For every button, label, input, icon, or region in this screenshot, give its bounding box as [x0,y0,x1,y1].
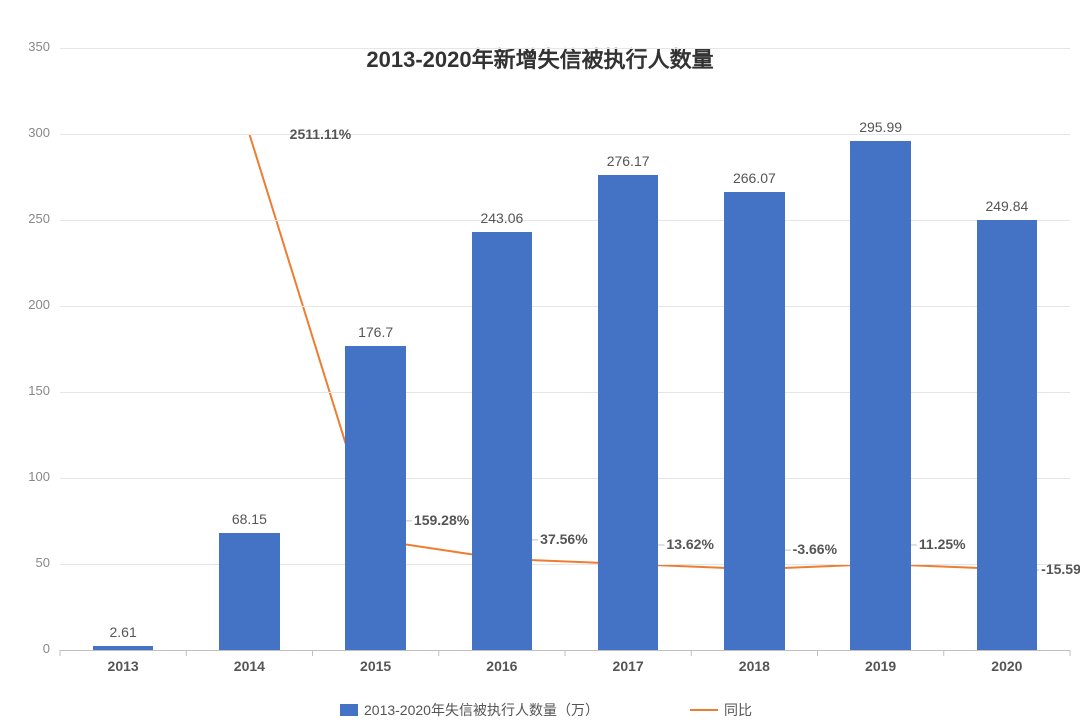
ytick-label: 300 [0,125,50,140]
xtick-label: 2013 [73,658,173,674]
bar-value-label: 176.7 [326,324,426,340]
ytick-label: 250 [0,211,50,226]
bar-value-label: 68.15 [199,511,299,527]
xtick-label: 2016 [452,658,552,674]
legend-item-bars: 2013-2020年失信被执行人数量（万） [340,700,599,720]
xtick-label: 2015 [326,658,426,674]
line-value-label: 11.25% [919,536,966,552]
bar [472,232,533,650]
bar [345,346,406,650]
gridline [60,220,1070,221]
gridline [60,650,1070,651]
bar [850,141,911,650]
legend-item-line: 同比 [690,700,752,720]
bar-value-label: 295.99 [831,119,931,135]
gridline [60,392,1070,393]
line-value-label: 37.56% [540,531,587,547]
gridline [60,564,1070,565]
ytick-label: 50 [0,555,50,570]
ytick-label: 350 [0,39,50,54]
ytick-label: 150 [0,383,50,398]
gridline [60,48,1070,49]
line-value-label: -15.59% [1041,561,1080,577]
bar [977,220,1038,650]
xtick-label: 2020 [957,658,1057,674]
xtick-label: 2018 [704,658,804,674]
line-value-label: 13.62% [666,536,713,552]
bar-value-label: 276.17 [578,153,678,169]
bar-value-label: 249.84 [957,198,1057,214]
xtick-label: 2014 [199,658,299,674]
bar [219,533,280,650]
bar-value-label: 266.07 [704,170,804,186]
legend-label: 同比 [724,700,752,720]
ytick-label: 0 [0,641,50,656]
xtick-label: 2017 [578,658,678,674]
bar [93,646,154,650]
bar-value-label: 2.61 [73,624,173,640]
line-value-label: -3.66% [793,541,837,557]
bar [598,175,659,650]
legend-swatch-line [690,709,718,711]
ytick-label: 100 [0,469,50,484]
bar-value-label: 243.06 [452,210,552,226]
ytick-label: 200 [0,297,50,312]
chart-container: 2013-2020年新增失信被执行人数量 0 50 100 150 200 250 300 3… [0,0,1080,727]
bar [724,192,785,650]
line-value-label: 159.28% [414,512,469,528]
xtick-label: 2019 [831,658,931,674]
line-value-label: 2511.11% [290,126,352,142]
legend-swatch-bar [340,704,358,716]
gridline [60,306,1070,307]
legend-label: 2013-2020年失信被执行人数量（万） [364,700,599,720]
gridline [60,478,1070,479]
chart-title: 2013-2020年新增失信被执行人数量 [0,42,1080,74]
line-overlay [0,0,1080,727]
